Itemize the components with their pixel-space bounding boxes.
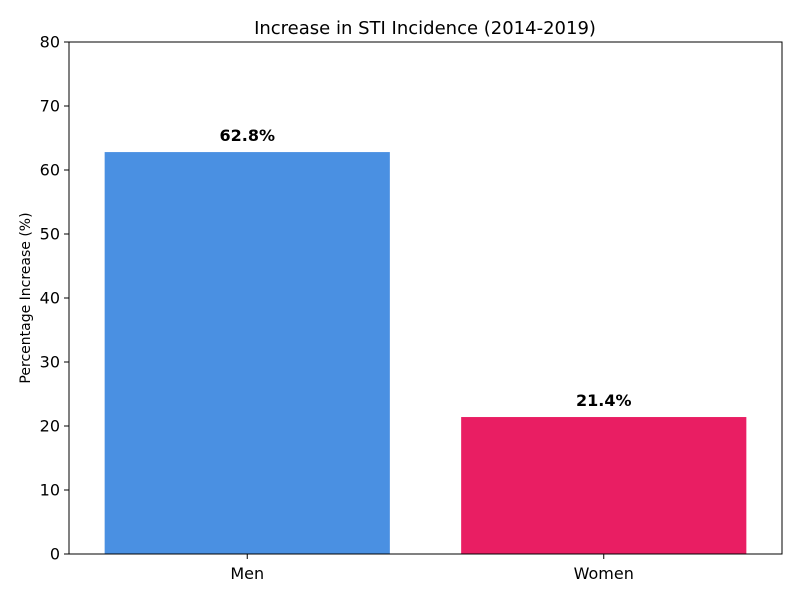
y-axis-ticks: 0 10 20 30 40 50 60 70 80 [40,33,69,564]
bar-men [104,152,390,554]
y-tick-label: 30 [40,353,60,372]
plot-frame [68,41,783,555]
y-axis-label: Percentage Increase (%) [18,212,34,383]
x-tick-label-women: Women [574,564,634,583]
y-tick-label: 50 [40,225,60,244]
y-tick-label: 60 [40,161,60,180]
y-tick-label: 20 [40,417,60,436]
chart-title: Increase in STI Incidence (2014-2019) [254,18,596,39]
x-axis-ticks: Men Women [230,554,634,583]
y-tick-label: 0 [50,545,60,564]
y-tick-label: 80 [40,33,60,52]
x-tick-label-men: Men [230,564,264,583]
y-tick-label: 10 [40,481,60,500]
data-label-women: 21.4% [576,391,632,410]
y-tick-label: 40 [40,289,60,308]
bars-group [104,152,747,554]
data-label-men: 62.8% [219,126,275,145]
bar-women [461,417,747,554]
data-labels-group: 62.8% 21.4% [219,126,631,410]
y-tick-label: 70 [40,97,60,116]
